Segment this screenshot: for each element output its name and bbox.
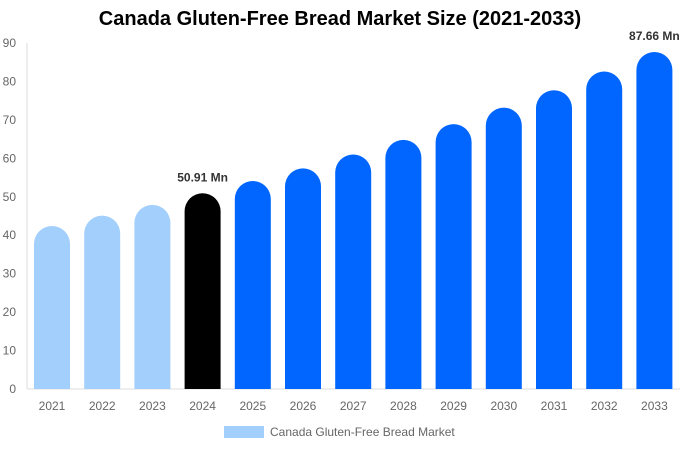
bar-2021 xyxy=(34,226,70,389)
x-tick-label: 2032 xyxy=(591,399,618,413)
y-tick-label: 0 xyxy=(9,382,16,396)
y-tick-label: 70 xyxy=(3,113,17,127)
bar-2024 xyxy=(184,193,221,389)
y-tick-label: 10 xyxy=(3,344,17,358)
x-tick-label: 2029 xyxy=(440,399,467,413)
bar-2030 xyxy=(485,107,522,389)
y-tick-label: 20 xyxy=(3,305,17,319)
bar-2022 xyxy=(84,215,121,389)
bar-2023 xyxy=(134,204,171,389)
x-tick-label: 2025 xyxy=(239,399,266,413)
x-tick-label: 2021 xyxy=(39,399,66,413)
x-tick-label: 2031 xyxy=(541,399,568,413)
legend-swatch xyxy=(224,426,264,438)
y-tick-label: 90 xyxy=(3,36,17,50)
y-tick-label: 50 xyxy=(3,190,17,204)
bar-2028 xyxy=(385,139,422,389)
data-label-2033: 87.66 Mn xyxy=(629,29,680,43)
bar-2026 xyxy=(285,168,321,389)
legend-label: Canada Gluten-Free Bread Market xyxy=(270,425,455,439)
x-tick-label: 2028 xyxy=(390,399,417,413)
x-tick-label: 2024 xyxy=(189,399,216,413)
y-tick-label: 80 xyxy=(3,74,17,88)
bar-2033 xyxy=(636,51,673,389)
bar-2025 xyxy=(234,181,271,389)
bar-2031 xyxy=(536,90,572,389)
chart-title: Canada Gluten-Free Bread Market Size (20… xyxy=(98,8,582,30)
x-tick-label: 2022 xyxy=(89,399,116,413)
y-tick-label: 30 xyxy=(3,267,17,281)
x-tick-label: 2027 xyxy=(340,399,367,413)
y-tick-label: 40 xyxy=(3,228,17,242)
bar-2029 xyxy=(435,124,472,389)
legend: Canada Gluten-Free Bread Market xyxy=(224,425,455,439)
bar-2032 xyxy=(586,71,623,390)
x-tick-label: 2030 xyxy=(490,399,517,413)
bar-2027 xyxy=(335,154,372,389)
data-label-2024: 50.91 Mn xyxy=(177,170,228,184)
x-tick-label: 2023 xyxy=(139,399,166,413)
x-tick-label: 2033 xyxy=(641,399,668,413)
x-tick-label: 2026 xyxy=(290,399,317,413)
y-tick-label: 60 xyxy=(3,151,17,165)
